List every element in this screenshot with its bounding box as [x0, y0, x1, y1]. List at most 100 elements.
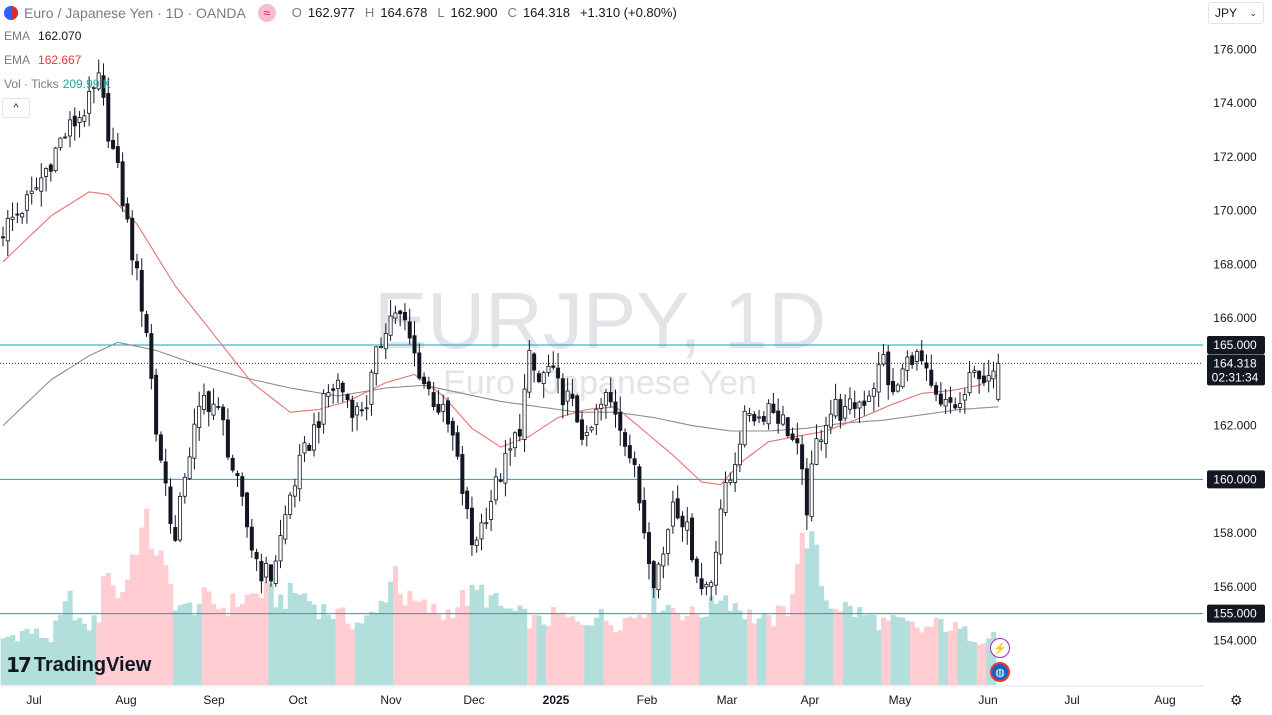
ema-fast-legend[interactable]: EMA 162.070 — [4, 29, 81, 43]
candle-body — [891, 381, 896, 393]
candle-body — [556, 367, 561, 379]
volume-bar — [431, 603, 437, 685]
volume-bar — [369, 611, 375, 685]
candle-body — [20, 213, 25, 218]
market-status-icon[interactable]: ≈ — [257, 4, 276, 22]
volume-bar — [144, 508, 150, 685]
volume-bar — [680, 620, 686, 685]
ema-slow-legend[interactable]: EMA 162.667 — [4, 53, 81, 67]
low-label: L — [437, 5, 445, 20]
candle-body — [455, 432, 460, 457]
volume-bar — [215, 609, 222, 685]
volume-legend[interactable]: Vol · Ticks 209.99 K — [4, 77, 111, 91]
volume-bar — [928, 626, 934, 685]
candle-body — [527, 350, 532, 393]
candle-body — [383, 333, 388, 350]
lightning-button[interactable]: ⚡ — [990, 638, 1010, 658]
candle-body — [34, 187, 39, 190]
chevron-up-icon: ^ — [13, 102, 19, 114]
volume-bar — [589, 625, 595, 685]
symbol-row[interactable]: Euro / Japanese Yen · 1D · OANDA ≈ O 162.… — [4, 4, 677, 22]
volume-bar — [818, 586, 824, 685]
volume-bar — [976, 644, 982, 685]
volume-bar — [273, 607, 279, 685]
currency-button[interactable]: JPY ⌄ — [1208, 2, 1264, 24]
volume-bar — [852, 616, 858, 685]
candle-body — [613, 401, 618, 415]
volume-bar — [349, 628, 355, 685]
candle-body — [981, 375, 986, 383]
volume-bar — [43, 638, 49, 685]
symbol-title[interactable]: Euro / Japanese Yen · 1D · OANDA — [24, 5, 246, 21]
candle-body — [900, 368, 905, 388]
volume-bar — [139, 527, 145, 685]
candle-body — [871, 388, 876, 397]
candle-body — [800, 444, 805, 470]
candle-body — [77, 117, 82, 123]
candle-body — [240, 476, 245, 497]
candle-body — [359, 409, 364, 412]
candle-body — [666, 529, 671, 554]
candle-body — [0, 236, 6, 239]
volume-bar — [62, 601, 68, 685]
x-tick-label: Sep — [203, 693, 225, 707]
candle-body — [422, 376, 427, 385]
volume-bar — [651, 587, 657, 685]
volume-bar — [479, 584, 485, 685]
x-tick-label: Jun — [978, 693, 997, 707]
volume-bar — [708, 596, 714, 685]
volume-bar — [148, 548, 155, 685]
volume-bar — [282, 608, 289, 685]
candle-body — [522, 388, 527, 440]
watermark-name: Euro / Japanese Yen — [443, 364, 757, 402]
candle-body — [158, 434, 163, 461]
volume-bar — [747, 609, 753, 685]
candle-body — [517, 429, 522, 437]
candle-body — [125, 203, 130, 220]
candle-body — [536, 373, 541, 383]
volume-bar — [952, 622, 958, 685]
volume-bar — [244, 594, 250, 685]
candle-body — [192, 423, 197, 459]
y-tick-label: 170.000 — [1213, 204, 1257, 218]
candle-body — [713, 551, 718, 586]
volume-bar — [570, 616, 576, 685]
candle-body — [245, 492, 250, 528]
candle-body — [541, 372, 546, 384]
volume-bar — [201, 587, 207, 685]
globe-icon: ◍ — [995, 666, 1005, 679]
candle-body — [843, 406, 848, 419]
candle-body — [446, 400, 451, 425]
volume-bar — [388, 581, 394, 685]
volume-bar — [986, 638, 992, 685]
candle-body — [297, 454, 302, 490]
volume-bar — [373, 612, 379, 685]
candle-body — [723, 482, 728, 513]
x-tick-label: Feb — [637, 693, 658, 707]
candle-body — [154, 374, 159, 435]
volume-bar — [517, 605, 523, 685]
close-label: C — [507, 5, 517, 20]
tradingview-logo[interactable]: 17 TradingView — [6, 653, 151, 677]
volume-bar — [560, 612, 566, 685]
candle-body — [862, 400, 867, 406]
candle-body — [876, 364, 881, 393]
volume-bar — [134, 554, 140, 685]
candle-body — [58, 137, 63, 149]
candle-body — [178, 495, 183, 541]
volume-bar — [957, 628, 963, 685]
candle-body — [632, 458, 637, 465]
chart-settings-button[interactable]: ⚙ — [1230, 692, 1243, 709]
candle-body — [489, 501, 494, 520]
volume-bar — [67, 590, 73, 685]
volume-bar — [29, 633, 35, 685]
candle-body — [977, 370, 982, 380]
candle-body — [623, 432, 628, 447]
tradingview-mark-icon: 17 — [6, 653, 32, 677]
candle-body — [780, 414, 785, 425]
collapse-legend-button[interactable]: ^ — [2, 98, 30, 118]
globe-button[interactable]: ◍ — [990, 662, 1010, 682]
candle-body — [326, 392, 331, 397]
